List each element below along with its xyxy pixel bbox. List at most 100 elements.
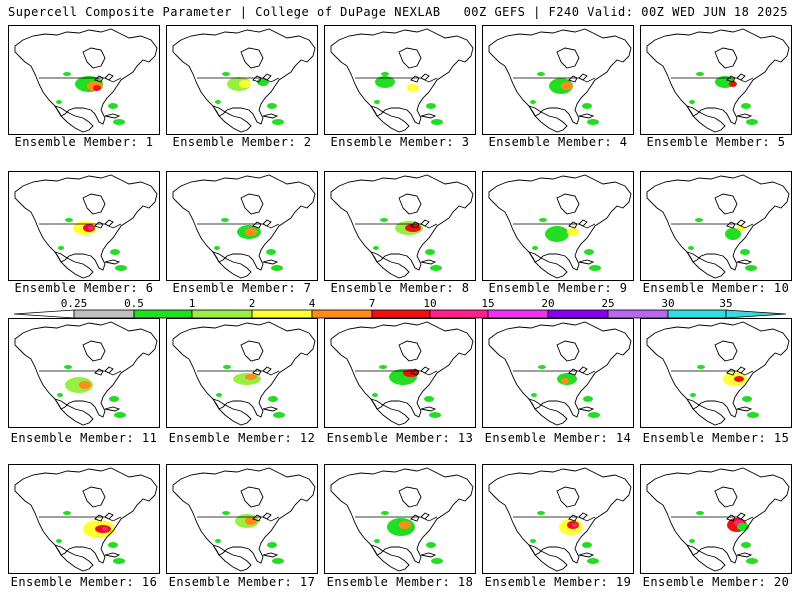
north-america-map <box>172 321 316 426</box>
land-outline <box>172 321 316 418</box>
scp-contour <box>79 381 91 389</box>
north-america-map <box>646 174 790 279</box>
scp-contour <box>583 396 593 402</box>
scp-contour <box>266 249 276 255</box>
cuba-outline <box>578 259 595 265</box>
scp-contour <box>245 517 257 525</box>
scp-contour <box>113 119 125 125</box>
ensemble-member-label: Ensemble Member: 1 <box>14 135 154 149</box>
ensemble-map-panel <box>640 318 792 428</box>
scp-contour <box>272 558 284 564</box>
hudson-bay-outline <box>398 486 422 508</box>
ensemble-member-label: Ensemble Member: 4 <box>488 135 628 149</box>
mexico-outline <box>369 105 410 133</box>
scp-contour <box>737 225 745 231</box>
mexico-outline <box>527 105 568 133</box>
north-america-map <box>646 321 790 426</box>
mexico-outline <box>685 251 726 279</box>
scp-contour <box>530 100 536 104</box>
scp-contour <box>424 396 434 402</box>
cuba-outline <box>736 113 753 119</box>
colorbar-tick-label: 35 <box>719 297 733 310</box>
scp-contour <box>267 103 277 109</box>
hudson-bay-outline <box>82 47 106 69</box>
cuba-outline <box>262 113 279 119</box>
hudson-bay-outline <box>398 47 422 69</box>
scp-contour <box>426 103 436 109</box>
scp-contour <box>222 511 230 515</box>
scp-contour <box>689 539 695 543</box>
scp-contour <box>688 246 694 250</box>
colorbar-swatch <box>607 309 669 319</box>
scp-contour <box>56 100 62 104</box>
ensemble-map-panel <box>482 25 634 135</box>
colorbar-right-tip <box>725 309 787 319</box>
scp-contour <box>65 218 73 222</box>
scp-contour <box>93 85 101 91</box>
hudson-bay-outline <box>240 193 264 215</box>
us-canada-border <box>513 223 596 229</box>
scp-contour <box>429 412 441 418</box>
scp-contour <box>431 558 443 564</box>
ensemble-member-label: Ensemble Member: 20 <box>642 575 790 589</box>
us-canada-border <box>513 77 596 83</box>
colorbar-tick-label: 10 <box>423 297 437 310</box>
hudson-bay-outline <box>714 340 738 362</box>
hudson-bay-outline <box>714 486 738 508</box>
scp-contour <box>57 393 63 397</box>
scp-contour <box>539 218 547 222</box>
land-outline <box>14 321 158 418</box>
ensemble-member-label: Ensemble Member: 13 <box>326 431 474 445</box>
scp-contour <box>741 542 751 548</box>
scp-contour <box>272 119 284 125</box>
land-outline <box>172 467 316 564</box>
mexico-outline <box>211 105 252 133</box>
scp-contour <box>373 246 379 250</box>
us-canada-border <box>671 370 754 376</box>
ensemble-map-panel <box>640 171 792 281</box>
north-america-map <box>14 174 158 279</box>
colorbar-swatch <box>133 309 193 319</box>
colorbar-swatch <box>547 309 609 319</box>
hudson-bay-outline <box>240 486 264 508</box>
scp-contour <box>267 542 277 548</box>
scp-contour <box>689 100 695 104</box>
us-canada-border <box>197 516 280 522</box>
scp-contour <box>380 218 388 222</box>
scp-contour <box>64 365 72 369</box>
cuba-outline <box>104 552 121 558</box>
ensemble-map-panel <box>482 464 634 574</box>
cuba-outline <box>104 113 121 119</box>
scp-contour <box>271 265 283 271</box>
scp-contour <box>696 511 704 515</box>
scp-contour <box>725 228 741 240</box>
scp-contour <box>587 558 599 564</box>
ensemble-map-panel <box>324 25 476 135</box>
scp-contour <box>567 228 579 236</box>
ensemble-map-panel <box>166 25 318 135</box>
mexico-outline <box>369 251 410 279</box>
scp-contour <box>214 246 220 250</box>
us-canada-border <box>39 77 122 83</box>
scp-contour <box>379 365 387 369</box>
land-outline <box>646 467 790 564</box>
land-outline <box>488 321 632 418</box>
mexico-outline <box>53 398 94 426</box>
us-canada-border <box>513 370 596 376</box>
scp-contour <box>532 246 538 250</box>
cuba-outline <box>736 259 753 265</box>
north-america-map <box>330 467 474 572</box>
ensemble-map-panel <box>8 25 160 135</box>
colorbar-tick-label: 7 <box>368 297 376 310</box>
ensemble-member-label: Ensemble Member: 10 <box>642 281 790 295</box>
land-outline <box>14 174 158 271</box>
north-america-map <box>172 467 316 572</box>
scp-contour <box>746 558 758 564</box>
land-outline <box>646 174 790 271</box>
ensemble-map-panel <box>324 464 476 574</box>
hudson-bay-outline <box>556 47 580 69</box>
ensemble-member-label: Ensemble Member: 9 <box>488 281 628 295</box>
us-canada-border <box>671 223 754 229</box>
land-outline <box>646 321 790 418</box>
cuba-outline <box>578 552 595 558</box>
